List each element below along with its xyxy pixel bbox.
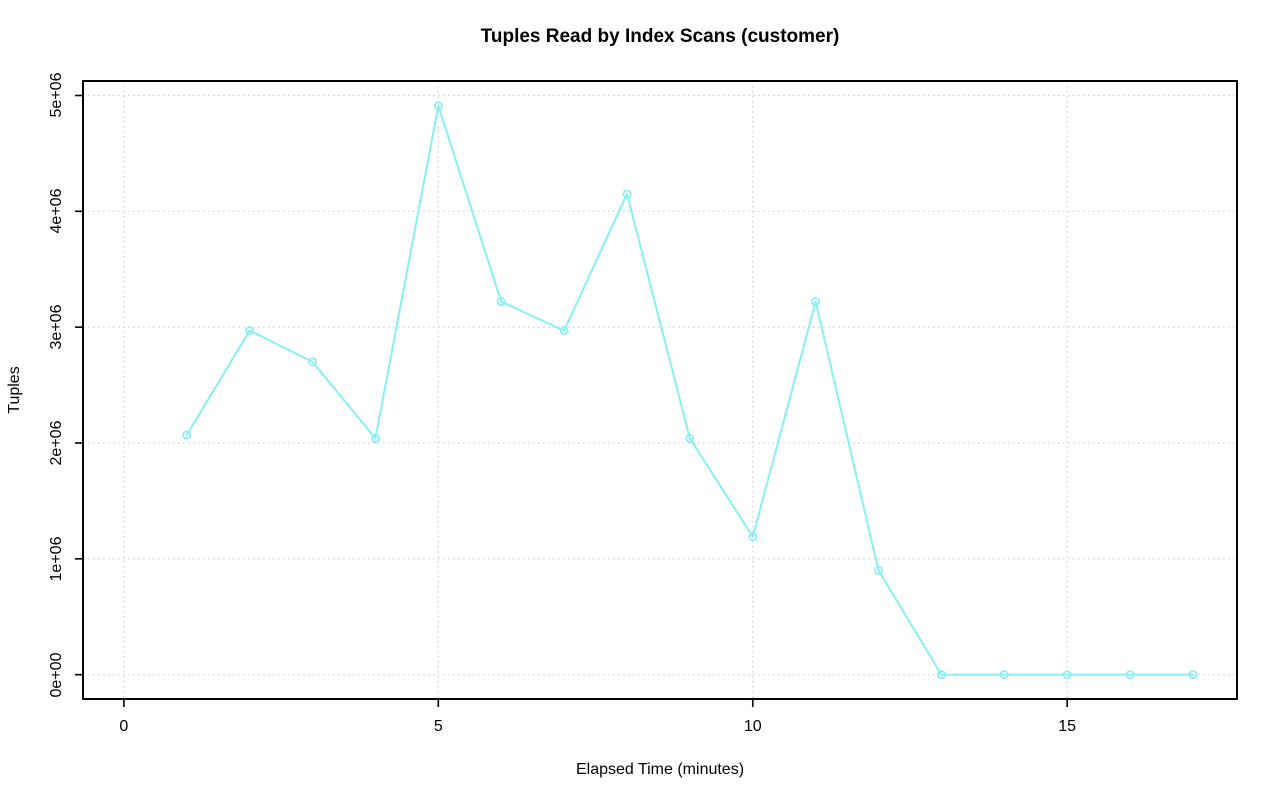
x-tick-label: 15: [1058, 718, 1077, 735]
data-point-marker: [1188, 670, 1198, 680]
data-point-marker: [811, 297, 821, 307]
data-point-marker: [559, 326, 569, 336]
x-axis-title: Elapsed Time (minutes): [575, 761, 745, 778]
data-point-marker: [748, 532, 758, 542]
x-tick-label: 0: [119, 718, 129, 735]
y-tick-label-text: 5e+06: [48, 73, 65, 118]
x-tick-label: 5: [433, 718, 443, 735]
data-point-marker: [1125, 670, 1135, 680]
chart-title: Tuples Read by Index Scans (customer): [480, 26, 840, 47]
plot-box: [82, 80, 1238, 700]
data-point-marker: [685, 433, 695, 443]
data-point-marker: [936, 670, 946, 680]
data-point-marker: [370, 433, 380, 443]
data-point-marker: [1062, 670, 1072, 680]
data-point-marker: [874, 565, 883, 575]
data-point-marker: [308, 357, 317, 367]
data-point-marker: [245, 326, 255, 336]
y-tick-label-text: 3e+06: [48, 304, 65, 350]
y-tick-label-text: 2e+06: [48, 420, 65, 466]
x-tick-label: 10: [743, 718, 762, 735]
y-tick-label-text: 4e+06: [48, 188, 65, 234]
data-line: [185, 104, 1194, 676]
y-tick-label-text: 0e+00: [48, 652, 65, 698]
data-point-marker: [496, 297, 506, 307]
data-point-marker: [433, 101, 443, 111]
y-axis-title-text: Tuples: [6, 366, 23, 414]
data-point-marker: [622, 189, 632, 199]
data-point-marker: [182, 430, 192, 440]
y-tick-label-text: 1e+06: [48, 536, 65, 582]
data-point-marker: [999, 670, 1009, 680]
